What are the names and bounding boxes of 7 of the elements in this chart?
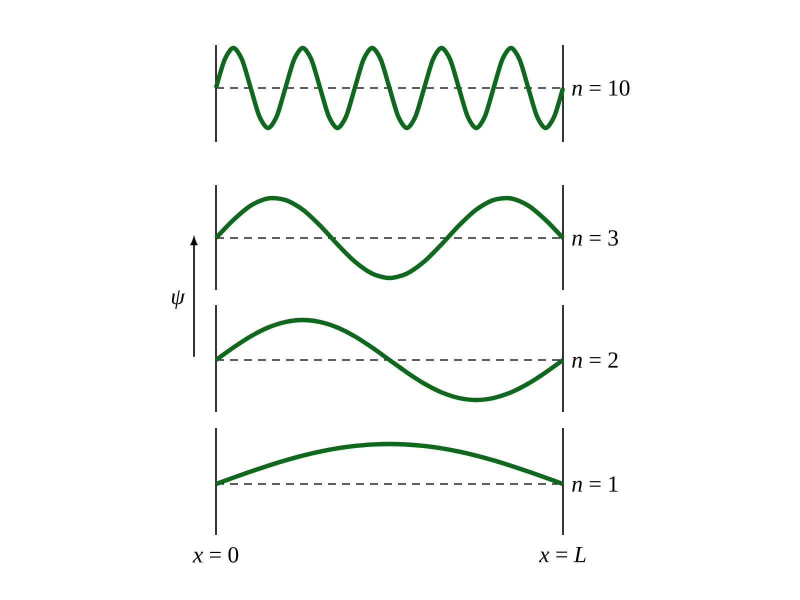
series-label: n = 2 <box>572 352 618 368</box>
series-label: n = 1 <box>572 476 618 492</box>
series-label: n = 10 <box>572 80 630 96</box>
series-label: n = 3 <box>572 230 618 246</box>
y-axis-title: ψ <box>172 290 186 310</box>
x-tick-label: x = L <box>538 547 586 562</box>
x-tick-label: x = 0 <box>192 547 238 563</box>
